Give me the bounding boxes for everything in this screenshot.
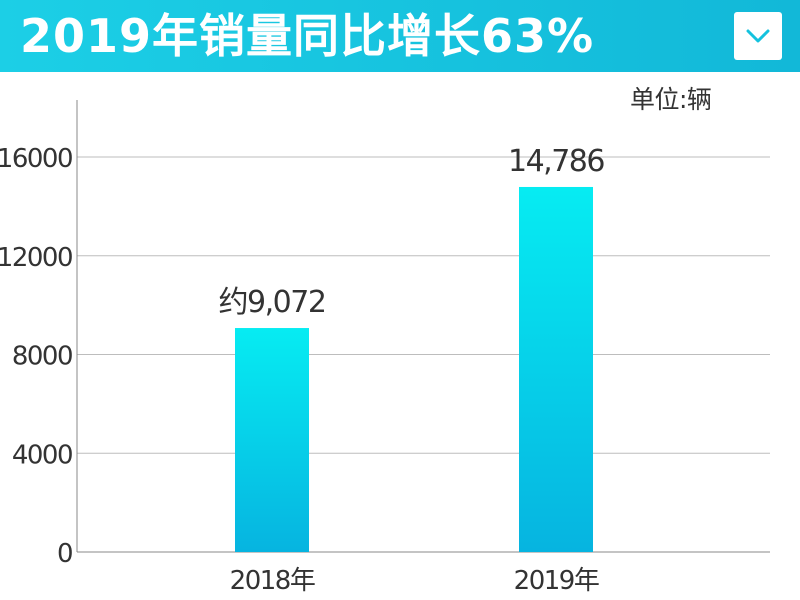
page-title: 2019年销量同比增长63% — [20, 9, 595, 63]
unit-label: 单位:辆 — [630, 85, 712, 114]
bar-2 — [519, 186, 593, 552]
y-tick-label: 16000 — [0, 144, 72, 174]
dropdown-button[interactable] — [734, 12, 782, 60]
x-category-label: 2019年 — [514, 566, 599, 596]
title-banner: 2019年销量同比增长63% — [0, 0, 800, 72]
y-tick-label: 8000 — [12, 342, 72, 372]
bar-value-label: 14,786 — [508, 144, 604, 179]
chevron-down-icon — [746, 29, 770, 43]
x-category-label: 2018年 — [230, 566, 315, 596]
bar-value-label: 约9,072 — [219, 285, 326, 320]
y-tick-label: 12000 — [0, 243, 72, 273]
y-tick-label: 4000 — [12, 440, 72, 470]
y-tick-label: 0 — [57, 539, 72, 569]
bar-1 — [235, 328, 309, 552]
